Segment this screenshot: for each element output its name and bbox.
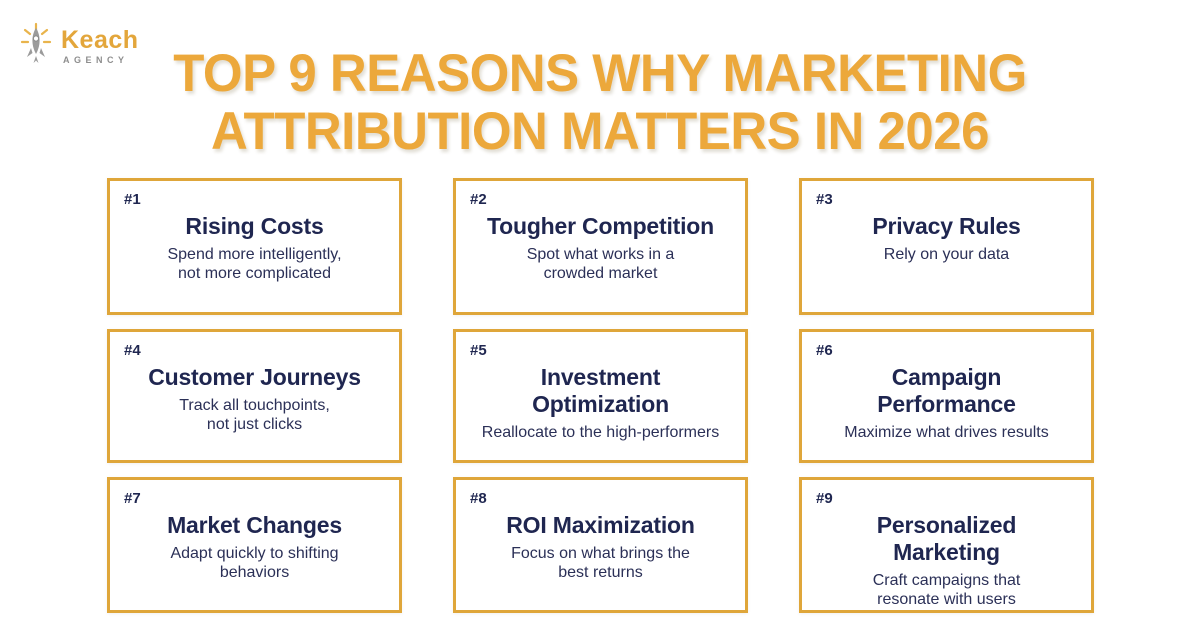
card-number: #7 [124, 490, 141, 507]
card-title: Privacy Rules [872, 213, 1021, 239]
card-number: #5 [470, 342, 487, 359]
card-description: Maximize what drives results [844, 424, 1049, 441]
card-title: Campaign Performance [877, 364, 1016, 417]
card-title: Customer Journeys [148, 364, 361, 390]
card-description: Craft campaigns that resonate with users [872, 572, 1021, 608]
card-title: Tougher Competition [486, 213, 715, 239]
card-description: Focus on what brings the best returns [511, 545, 690, 581]
card-rising-costs: #1 Rising Costs Spend more intelligently… [107, 178, 402, 315]
card-number: #4 [124, 342, 141, 359]
card-number: #2 [470, 191, 487, 208]
title-line-2: ATTRIBUTION MATTERS IN 2026 [211, 101, 990, 161]
title-line-1: TOP 9 REASONS WHY MARKETING [173, 42, 1027, 103]
card-roi-maximization: #8 ROI Maximization Focus on what brings… [453, 477, 748, 613]
brand-subtitle: AGENCY [63, 55, 129, 65]
reasons-grid: #1 Rising Costs Spend more intelligently… [107, 178, 1094, 613]
card-description: Reallocate to the high-performers [481, 424, 720, 441]
card-description: Spend more intelligently, not more compl… [167, 246, 342, 282]
card-title: Personalized Marketing [876, 512, 1017, 565]
card-description: Track all touchpoints, not just clicks [179, 397, 330, 433]
card-number: #9 [816, 490, 833, 507]
card-description: Spot what works in a crowded market [526, 246, 675, 282]
card-market-changes: #7 Market Changes Adapt quickly to shift… [107, 477, 402, 613]
card-number: #6 [816, 342, 833, 359]
brand-text: Keach AGENCY [61, 27, 139, 65]
page-title: TOP 9 REASONS WHY MARKETING ATTRIBUTION … [0, 42, 1200, 161]
card-title: Rising Costs [185, 213, 324, 239]
card-customer-journeys: #4 Customer Journeys Track all touchpoin… [107, 329, 402, 463]
card-investment-optimization: #5 Investment Optimization Reallocate to… [453, 329, 748, 463]
card-tougher-competition: #2 Tougher Competition Spot what works i… [453, 178, 748, 315]
card-title: ROI Maximization [506, 512, 695, 538]
card-privacy-rules: #3 Privacy Rules Rely on your data [799, 178, 1094, 315]
card-title: Investment Optimization [532, 364, 669, 417]
card-description: Rely on your data [883, 246, 1010, 263]
card-personalized-marketing: #9 Personalized Marketing Craft campaign… [799, 477, 1094, 613]
card-number: #8 [470, 490, 487, 507]
card-description: Adapt quickly to shifting behaviors [170, 545, 339, 581]
keach-agency-logo: Keach AGENCY [16, 22, 139, 70]
card-title: Market Changes [167, 512, 342, 538]
card-number: #3 [816, 191, 833, 208]
card-number: #1 [124, 191, 141, 208]
brand-name: Keach [61, 26, 139, 54]
card-campaign-performance: #6 Campaign Performance Maximize what dr… [799, 329, 1094, 463]
rocket-sparkle-icon [20, 22, 52, 63]
